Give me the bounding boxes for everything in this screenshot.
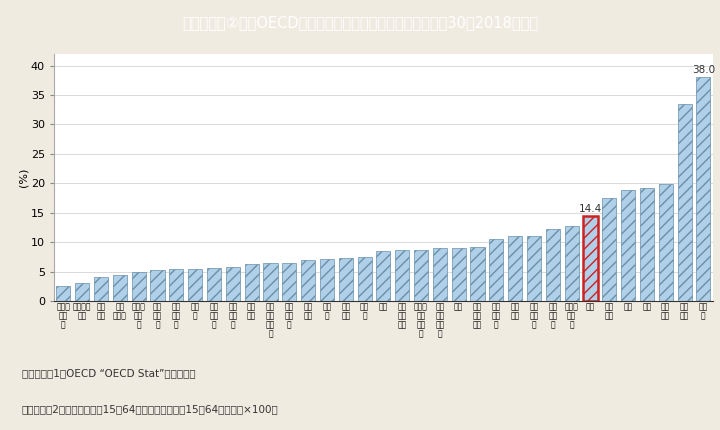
Bar [226, 267, 240, 301]
Bar [282, 263, 297, 301]
Bar [113, 274, 127, 301]
Bar [564, 226, 579, 301]
Bar [358, 257, 372, 301]
Bar [583, 216, 598, 301]
Bar [377, 251, 390, 301]
Bar [451, 248, 466, 301]
Bar [301, 260, 315, 301]
Bar [395, 250, 409, 301]
Y-axis label: (%): (%) [18, 168, 28, 187]
Bar [433, 248, 447, 301]
Text: Ｉ－２－２②図　OECD諸国の女性と男性の就業率の差（平成30（2018）年）: Ｉ－２－２②図 OECD諸国の女性と男性の就業率の差（平成30（2018）年） [182, 15, 538, 30]
Bar [75, 283, 89, 301]
Bar [640, 188, 654, 301]
Bar [169, 269, 184, 301]
Bar [94, 277, 108, 301]
Bar [470, 247, 485, 301]
Bar [245, 264, 258, 301]
Bar [490, 239, 503, 301]
Bar [696, 77, 711, 301]
Text: 14.4: 14.4 [579, 204, 602, 214]
Bar [659, 184, 672, 301]
Bar [264, 263, 277, 301]
Bar [527, 236, 541, 301]
Bar [621, 190, 635, 301]
Bar [414, 250, 428, 301]
Bar [188, 269, 202, 301]
Bar [207, 268, 221, 301]
Bar [338, 258, 353, 301]
Bar [320, 258, 334, 301]
Bar [132, 272, 145, 301]
Bar [602, 198, 616, 301]
Bar [56, 286, 71, 301]
Text: 38.0: 38.0 [692, 65, 715, 75]
Text: 2．就業率は，「15～64歳就業者数」／「15～64歳人口」×100。: 2．就業率は，「15～64歳就業者数」／「15～64歳人口」×100。 [22, 404, 279, 415]
Text: （備考）　1．OECD “OECD Stat”より作成。: （備考） 1．OECD “OECD Stat”より作成。 [22, 368, 195, 378]
Bar [150, 270, 165, 301]
Bar [678, 104, 692, 301]
Bar [546, 229, 560, 301]
Bar [508, 236, 522, 301]
